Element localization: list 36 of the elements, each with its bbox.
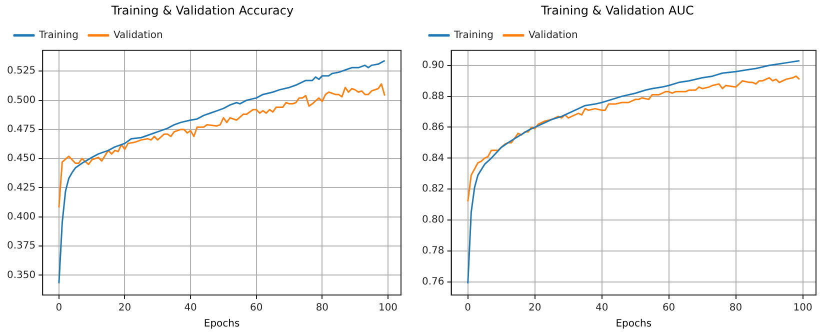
x-tick-label: 40 bbox=[184, 302, 197, 314]
x-axis-title: Epochs bbox=[204, 318, 240, 330]
x-tick-label: 80 bbox=[729, 302, 742, 314]
y-tick-label: 0.78 bbox=[422, 246, 444, 257]
x-tick-label: 100 bbox=[793, 302, 812, 314]
legend-label: Training bbox=[453, 30, 494, 41]
y-tick-label: 0.90 bbox=[422, 60, 444, 71]
y-tick-label: 0.475 bbox=[6, 124, 36, 136]
y-tick-label: 0.88 bbox=[422, 90, 444, 102]
x-tick-label: 60 bbox=[662, 302, 676, 314]
y-tick-label: 0.425 bbox=[6, 182, 36, 194]
y-tick-label: 0.76 bbox=[422, 276, 444, 288]
y-tick-label: 0.450 bbox=[6, 153, 36, 164]
chart-title: Training & Validation Accuracy bbox=[110, 3, 294, 18]
x-tick-label: 100 bbox=[378, 302, 398, 314]
y-tick-label: 0.500 bbox=[6, 94, 36, 106]
x-tick-label: 20 bbox=[118, 302, 132, 314]
x-tick-label: 0 bbox=[464, 302, 472, 314]
y-tick-label: 0.375 bbox=[6, 240, 36, 252]
x-axis-title: Epochs bbox=[616, 318, 652, 330]
y-tick-label: 0.86 bbox=[422, 122, 444, 133]
y-tick-label: 0.525 bbox=[6, 66, 36, 77]
legend-label: Validation bbox=[113, 30, 163, 41]
x-tick-label: 40 bbox=[595, 302, 608, 314]
y-tick-label: 0.84 bbox=[422, 152, 444, 164]
y-tick-label: 0.350 bbox=[6, 270, 36, 281]
y-tick-label: 0.80 bbox=[422, 214, 444, 226]
x-tick-label: 0 bbox=[56, 302, 62, 314]
y-tick-label: 0.82 bbox=[422, 184, 444, 195]
x-tick-label: 60 bbox=[250, 302, 263, 314]
chart-title: Training & Validation AUC bbox=[540, 3, 694, 18]
x-tick-label: 20 bbox=[528, 302, 542, 314]
legend-label: Training bbox=[38, 30, 78, 41]
x-tick-label: 80 bbox=[316, 302, 329, 314]
legend-label: Validation bbox=[528, 30, 578, 41]
y-tick-label: 0.400 bbox=[6, 211, 36, 222]
